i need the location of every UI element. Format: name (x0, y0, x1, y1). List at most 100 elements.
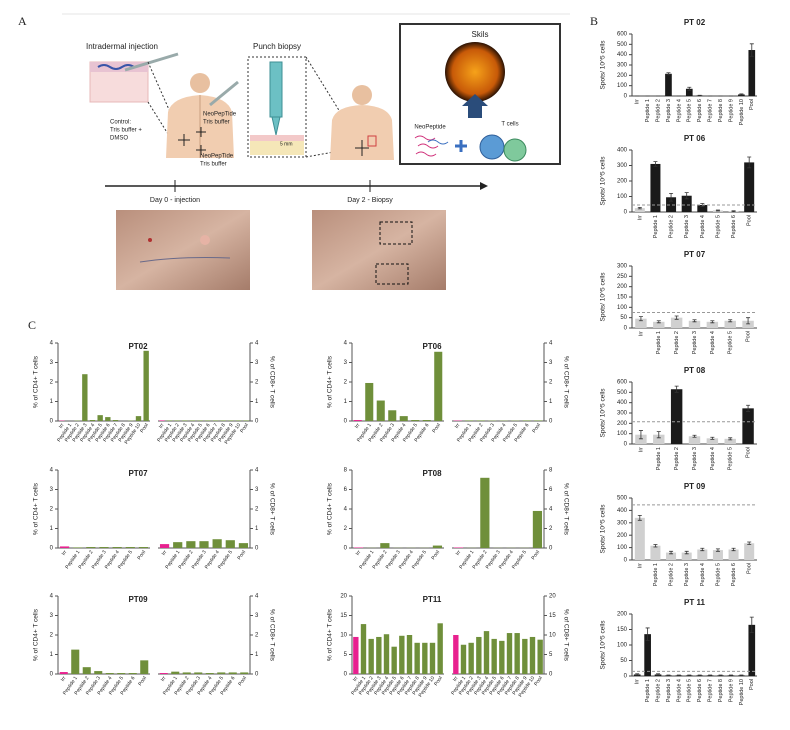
day2-label: Day 2 - Biopsy (347, 197, 393, 204)
bar (688, 436, 701, 444)
chart-title: PT07 (128, 469, 148, 478)
y-axis-label: % of CD4+ T cells (327, 482, 334, 535)
head (190, 73, 210, 93)
error-bar (645, 627, 650, 641)
y-tick-label: 300 (617, 411, 628, 417)
x-tick-label: Peptide 1 (645, 99, 651, 122)
bar (197, 420, 203, 421)
y-tick-label: 0 (549, 546, 553, 552)
y-tick-label: 100 (617, 305, 628, 311)
zoom-line (305, 56, 346, 121)
y-tick-label: 150 (617, 627, 628, 633)
error-bar (747, 541, 752, 545)
y-axis-label: % of CD8+ T cells (268, 356, 275, 409)
y-tick-label: 0 (624, 94, 628, 100)
y-tick-label: 4 (50, 341, 54, 347)
bar (171, 671, 180, 674)
error-bar (746, 317, 751, 325)
panel-label: A (18, 14, 27, 28)
error-bar (684, 192, 689, 200)
y-tick-label: 3 (255, 360, 259, 366)
chart-title: PT08 (422, 469, 442, 478)
bar (522, 420, 531, 421)
bar (634, 208, 645, 212)
y-tick-label: 300 (617, 163, 628, 169)
bar (189, 420, 196, 421)
bar (159, 420, 165, 421)
bar (522, 638, 528, 674)
y-tick-label: 0 (344, 419, 348, 425)
bar (706, 438, 719, 444)
x-tick-label: Peptide 9 (728, 679, 734, 702)
arrow (462, 94, 488, 118)
y-tick-label: 3 (50, 487, 54, 493)
chart-title: PT11 (423, 595, 442, 604)
y-tick-label: 600 (617, 32, 628, 38)
y-tick-label: 2 (344, 380, 348, 386)
bar (128, 673, 137, 674)
panel-label: C (28, 318, 36, 332)
y-tick-label: 0 (549, 672, 553, 678)
bar (135, 416, 142, 421)
bar (399, 416, 408, 421)
y-tick-label: 100 (617, 194, 628, 200)
y-tick-label: 2 (50, 380, 54, 386)
bar (476, 636, 482, 674)
y-tick-label: 1 (255, 652, 259, 658)
zoom-line (147, 101, 179, 151)
bar (665, 73, 672, 96)
x-tick-label: Peptide 1 (653, 563, 659, 586)
bar (125, 547, 135, 548)
y-tick-label: 0 (624, 442, 628, 448)
x-tick-label: Peptide 6 (697, 99, 703, 122)
x-tick-label: Peptide 10 (739, 679, 745, 705)
bar (529, 636, 536, 674)
y-axis-label: % of CD8+ T cells (562, 356, 569, 409)
bar (243, 420, 249, 421)
bar (71, 649, 80, 674)
bar (82, 374, 88, 421)
x-tick-label: Irr (60, 675, 68, 683)
y-tick-label: 2 (50, 507, 54, 513)
bar (353, 636, 359, 674)
x-tick-label: Pool (531, 422, 542, 434)
bar (728, 549, 739, 560)
syringe (209, 80, 239, 107)
y-axis-label: Spots/ 10^5 cells (600, 272, 607, 322)
x-tick-label: Peptide 3 (684, 563, 690, 586)
bar (380, 543, 390, 548)
chart-title: PT 08 (684, 366, 706, 375)
error-bar (731, 210, 736, 213)
y-tick-label: 0 (50, 672, 54, 678)
y-axis-label: % of CD4+ T cells (33, 608, 40, 661)
bar (59, 672, 68, 674)
y-axis-label: % of CD4+ T cells (33, 482, 40, 535)
x-tick-label: Peptide 5 (728, 331, 734, 354)
chart-title: PT 02 (684, 18, 706, 27)
bar (383, 634, 390, 674)
error-bar (687, 674, 692, 677)
y-tick-label: 5 (344, 652, 348, 658)
x-tick-label: Pool (746, 447, 752, 458)
fat-layer (250, 141, 304, 155)
neopeptide-label: NeoPepTide (203, 112, 237, 118)
x-tick-label: Pool (431, 422, 442, 434)
y-tick-label: 0 (549, 419, 553, 425)
x-tick-label: Irr (158, 422, 166, 430)
y-tick-label: 0 (255, 419, 259, 425)
y-tick-label: 3 (50, 613, 54, 619)
x-tick-label: Peptide 7 (708, 99, 714, 122)
bar (174, 420, 180, 421)
bar (143, 350, 149, 421)
x-tick-label: Pool (533, 675, 544, 687)
neopeptide-label: Tris buffer (203, 120, 230, 126)
y-tick-label: 4 (549, 341, 553, 347)
y-tick-label: 6 (549, 487, 553, 493)
bar (240, 672, 249, 674)
bar (666, 197, 677, 212)
bar (360, 624, 367, 674)
y-tick-label: 0 (624, 674, 628, 680)
error-bar (708, 674, 713, 677)
bar (82, 667, 91, 674)
bar (681, 552, 692, 560)
